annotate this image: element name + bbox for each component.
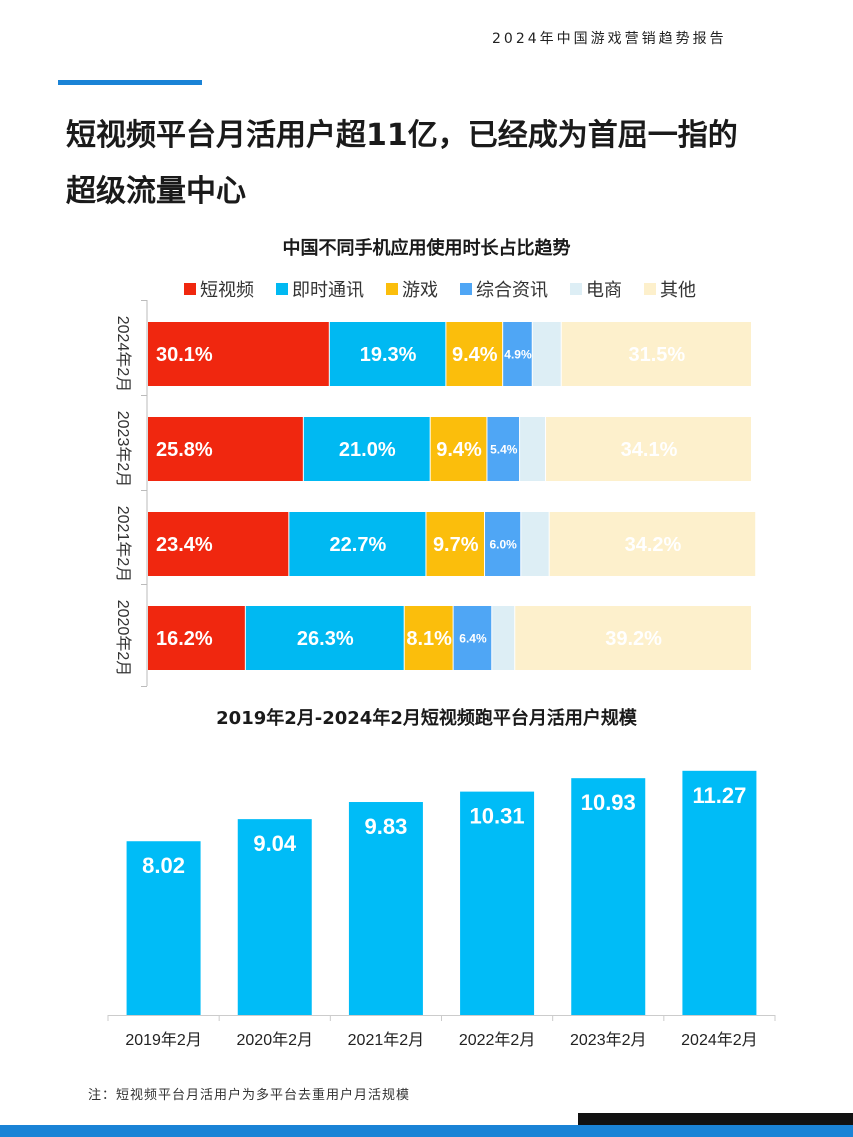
chart2-bar-0 (126, 841, 201, 1015)
bar-segment-3-row-3 (453, 606, 492, 670)
bar-segment-4-row-0 (532, 322, 561, 386)
legend-item-other: 其他 (644, 276, 696, 302)
chart2-bar-1 (237, 819, 312, 1015)
legend-label: 即时通讯 (292, 280, 364, 301)
chart2-bar-label-5: 11.27 (692, 783, 746, 808)
bar-label-5-row-1: 34.1% (621, 439, 678, 461)
chart1-category-label-2: 2021年2月 (114, 506, 132, 583)
legend-label: 电商 (586, 280, 622, 301)
bar-segment-2-row-3 (404, 606, 453, 670)
bar-label-2-row-3: 8.1% (406, 628, 452, 650)
bar-segment-0-row-2 (148, 512, 289, 576)
legend-item-short-video: 短视频 (184, 276, 254, 302)
chart2-bar: 8.02 2019年2月 9.04 2020年2月 9.83 2021年2月 10.31 20… (107, 770, 776, 1049)
bar-label-5-row-3: 39.2% (605, 628, 662, 650)
bar-segment-5-row-1 (546, 417, 751, 481)
bar-segment-4-row-1 (520, 417, 546, 481)
bar-label-0-row-2: 23.4% (156, 534, 213, 556)
legend-label: 其他 (660, 280, 696, 301)
bar-segment-2-row-2 (426, 512, 485, 576)
bar-label-1-row-2: 22.7% (330, 534, 387, 556)
bar-segment-2-row-0 (446, 322, 503, 386)
legend-item-game: 游戏 (386, 276, 438, 302)
legend-item-im: 即时通讯 (276, 276, 364, 302)
chart2-bar-5 (682, 770, 757, 1015)
chart2-category-label-3: 2022年2月 (459, 1031, 536, 1049)
bar-label-2-row-2: 9.7% (433, 534, 479, 556)
bar-segment-3-row-0 (503, 322, 532, 386)
footer-blue-bar (0, 1125, 853, 1137)
bar-segment-5-row-3 (515, 606, 751, 670)
legend-item-ecommerce: 电商 (570, 276, 622, 302)
footer-black-bar (578, 1113, 853, 1125)
bar-label-3-row-0: 4.9% (504, 347, 532, 361)
page-title-line2: 超级流量中心 (66, 174, 246, 209)
bar-label-0-row-3: 16.2% (156, 628, 213, 650)
chart1-category-label-0: 2024年2月 (114, 316, 132, 393)
chart2-bar-label-1: 9.04 (253, 831, 297, 856)
bar-label-3-row-2: 6.0% (489, 537, 517, 551)
bar-label-3-row-1: 5.4% (490, 442, 518, 456)
legend-swatch (386, 283, 398, 295)
report-header: 2024年中国游戏营销趋势报告 (492, 31, 727, 47)
bar-segment-2-row-1 (430, 417, 487, 481)
bar-segment-0-row-3 (148, 606, 245, 670)
chart2-bar-label-2: 9.83 (365, 814, 408, 839)
chart1-legend: 短视频 即时通讯 游戏 综合资讯 电商 其他 (184, 276, 696, 302)
bar-segment-5-row-0 (561, 322, 751, 386)
page-title-line1: 短视频平台月活用户超11亿，已经成为首屈一指的 (66, 118, 738, 153)
bar-segment-4-row-2 (521, 512, 549, 576)
legend-item-news: 综合资讯 (460, 276, 548, 302)
legend-swatch (276, 283, 288, 295)
bar-label-1-row-3: 26.3% (297, 628, 354, 650)
chart2-category-label-5: 2024年2月 (681, 1031, 758, 1049)
legend-swatch (644, 283, 656, 295)
accent-line (58, 80, 202, 85)
chart2-bar-4 (571, 778, 646, 1015)
bar-segment-0-row-0 (148, 322, 329, 386)
chart1-category-label-1: 2023年2月 (114, 411, 132, 488)
legend-swatch (184, 283, 196, 295)
bar-label-2-row-1: 9.4% (436, 439, 482, 461)
legend-label: 游戏 (402, 280, 438, 301)
bar-label-5-row-2: 34.2% (625, 534, 682, 556)
bar-label-0-row-1: 25.8% (156, 439, 213, 461)
chart2-category-label-4: 2023年2月 (570, 1031, 647, 1049)
bar-segment-3-row-2 (485, 512, 521, 576)
chart2-bar-2 (348, 802, 423, 1015)
bar-segment-4-row-3 (492, 606, 515, 670)
chart2-category-label-1: 2020年2月 (237, 1031, 314, 1049)
legend-swatch (460, 283, 472, 295)
legend-label: 综合资讯 (476, 280, 548, 301)
bar-label-0-row-0: 30.1% (156, 344, 213, 366)
legend-label: 短视频 (200, 280, 254, 301)
chart2-bar-3 (460, 791, 535, 1015)
chart2-category-label-2: 2021年2月 (348, 1031, 425, 1049)
bar-segment-1-row-1 (303, 417, 430, 481)
page-title: 短视频平台月活用户超11亿，已经成为首屈一指的 超级流量中心 (66, 108, 806, 220)
bar-label-5-row-0: 31.5% (629, 344, 686, 366)
bar-segment-1-row-2 (289, 512, 426, 576)
footnote: 注：短视频平台月活用户为多平台去重用户月活规模 (88, 1088, 411, 1103)
bar-segment-1-row-3 (245, 606, 404, 670)
bar-label-3-row-3: 6.4% (459, 631, 487, 645)
chart1-title: 中国不同手机应用使用时长占比趋势 (282, 238, 571, 259)
bar-segment-3-row-1 (487, 417, 520, 481)
chart2-title: 2019年2月-2024年2月短视频跑平台月活用户规模 (216, 708, 637, 729)
chart2-bar-label-0: 8.02 (142, 853, 185, 878)
bar-label-1-row-1: 21.0% (339, 439, 396, 461)
bar-segment-0-row-1 (148, 417, 303, 481)
chart1-stacked-bar: 30.1% 19.3% 9.4% 4.9% 31.5% 2024年2月 25.8% 21.0%… (114, 300, 756, 687)
chart2-bar-label-3: 10.31 (470, 804, 525, 829)
chart2-bar-label-4: 10.93 (581, 790, 636, 815)
bar-segment-5-row-2 (549, 512, 756, 576)
chart1-category-label-3: 2020年2月 (114, 600, 132, 677)
bar-segment-1-row-0 (329, 322, 446, 386)
bar-label-2-row-0: 9.4% (452, 344, 498, 366)
chart2-category-label-0: 2019年2月 (125, 1031, 202, 1049)
legend-swatch (570, 283, 582, 295)
bar-label-1-row-0: 19.3% (360, 344, 417, 366)
